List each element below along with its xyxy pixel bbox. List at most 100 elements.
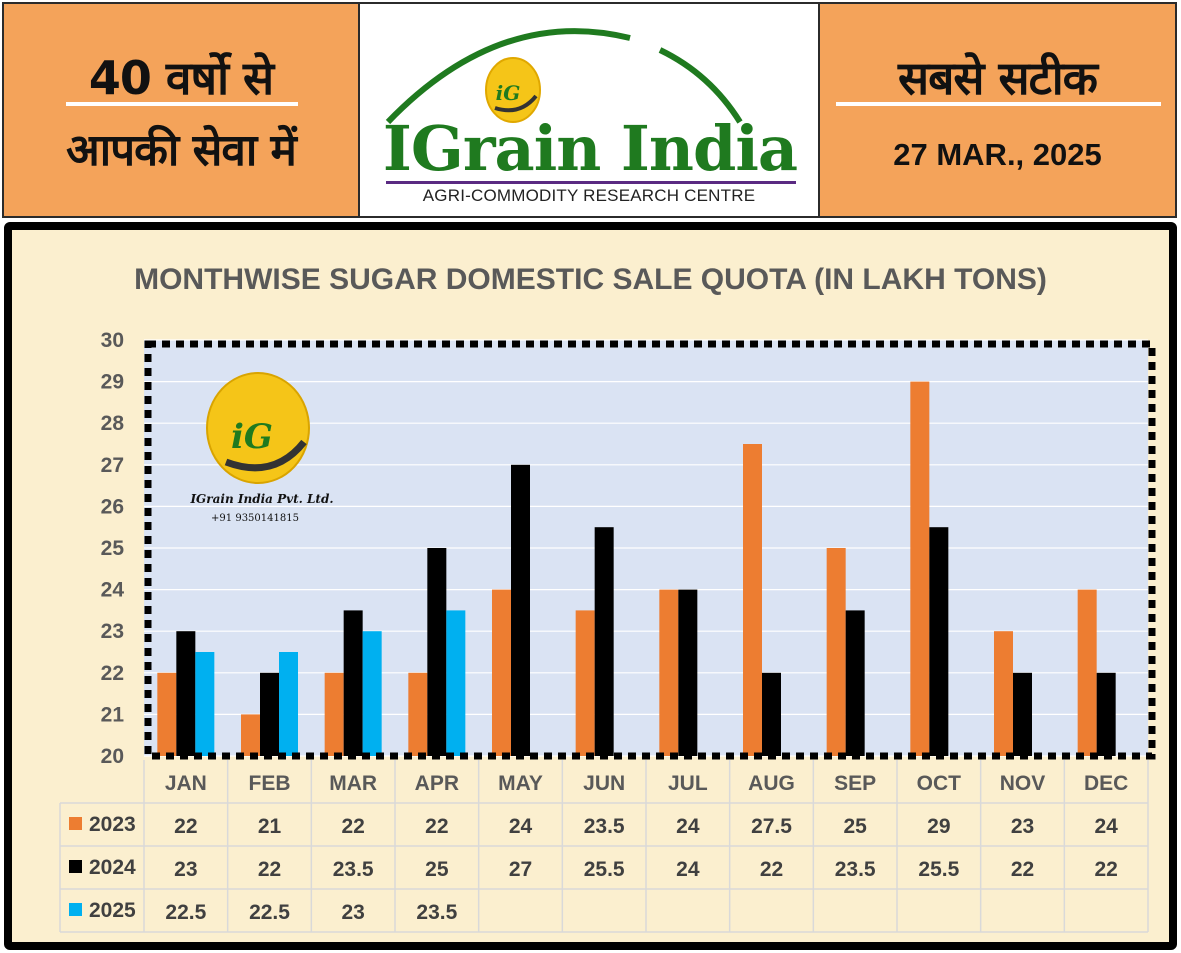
bar-2023-jul <box>659 589 679 756</box>
data-label: 22 <box>425 815 448 838</box>
data-label: 23.5 <box>333 858 374 881</box>
data-label: 22 <box>258 858 281 881</box>
bar-2023-nov <box>994 631 1013 756</box>
data-label: 25 <box>425 858 449 881</box>
x-tick-label: OCT <box>917 772 962 795</box>
logo-badge-text: iG <box>496 81 521 105</box>
data-label: 23.5 <box>416 901 457 924</box>
bar-2024-may <box>511 464 530 756</box>
brand-arc-icon: iG <box>385 28 743 125</box>
brand-name: IGrain India <box>382 112 798 185</box>
x-tick-label: AUG <box>748 772 795 795</box>
bar-2023-feb <box>241 714 260 756</box>
bar-2024-apr <box>427 548 447 756</box>
bar-2024-nov <box>1013 672 1032 756</box>
data-label: 22 <box>1011 858 1034 881</box>
x-tick-label: MAY <box>498 772 543 795</box>
bar-2024-jul <box>678 589 698 756</box>
legend-swatch-2025 <box>69 903 82 916</box>
data-label: 24 <box>509 815 533 838</box>
x-tick-label: DEC <box>1084 772 1128 795</box>
legend-swatch-2024 <box>69 860 82 873</box>
bar-2024-jan <box>176 631 196 756</box>
data-label: 25.5 <box>584 858 625 881</box>
x-tick-label: MAR <box>329 772 377 795</box>
x-tick-label: JAN <box>165 772 207 795</box>
y-tick-label: 27 <box>101 454 124 477</box>
data-label: 25 <box>843 815 867 838</box>
brand-underline <box>386 181 796 184</box>
bar-2025-mar <box>362 631 382 756</box>
divider <box>66 102 298 106</box>
chart-title: MONTHWISE SUGAR DOMESTIC SALE QUOTA (IN … <box>134 263 1047 296</box>
y-tick-label: 24 <box>101 579 125 602</box>
data-label: 27 <box>509 858 532 881</box>
watermark-badge-text: iG <box>231 417 273 457</box>
x-tick-label: NOV <box>1000 772 1046 795</box>
bar-2023-may <box>492 589 511 756</box>
watermark-logo-icon <box>206 372 310 484</box>
y-tick-label: 22 <box>101 662 124 685</box>
bar-2024-mar <box>343 610 363 756</box>
y-tick-label: 30 <box>101 329 124 352</box>
data-label: 24 <box>676 858 700 881</box>
bar-2023-dec <box>1077 589 1097 756</box>
data-label: 22.5 <box>165 901 206 924</box>
x-tick-label: SEP <box>834 772 876 795</box>
bar-2023-sep <box>826 548 846 756</box>
bar-2025-apr <box>446 610 466 756</box>
bar-2025-feb <box>279 652 298 756</box>
data-label: 22 <box>760 858 783 881</box>
x-tick-label: JUN <box>583 772 625 795</box>
data-label: 24 <box>676 815 700 838</box>
tagline-years: 40 वर्षो से <box>88 51 274 105</box>
x-tick-label: FEB <box>249 772 291 795</box>
data-label: 22 <box>1094 858 1117 881</box>
watermark-company: IGrain India Pvt. Ltd. <box>189 492 333 506</box>
watermark-phone: +91 9350141815 <box>211 513 299 524</box>
data-label: 23 <box>341 901 364 924</box>
bar-2024-dec <box>1096 672 1116 756</box>
data-label: 29 <box>927 815 950 838</box>
plot-dashed-border <box>144 340 1156 760</box>
report-date: 27 MAR., 2025 <box>893 137 1102 172</box>
header-left-banner: 40 वर्षो से आपकी सेवा में <box>2 2 360 218</box>
y-tick-label: 23 <box>101 620 124 643</box>
chart-panel: MONTHWISE SUGAR DOMESTIC SALE QUOTA (IN … <box>4 222 1177 950</box>
y-tick-label: 29 <box>101 371 124 394</box>
bar-2023-mar <box>324 672 344 756</box>
bar-2024-sep <box>845 610 865 756</box>
bar-2023-jun <box>575 610 595 756</box>
y-tick-label: 20 <box>101 745 124 768</box>
bar-chart: 20 21 22 23 24 25 26 27 28 29 30 JAN FEB MAR APR MAY JUN… <box>59 329 1156 933</box>
legend-label-2025: 2025 <box>89 899 136 922</box>
data-label: 23.5 <box>835 858 876 881</box>
tagline-accurate: सबसे सटीक <box>898 51 1098 105</box>
y-tick-label: 28 <box>101 412 125 435</box>
data-label: 23 <box>174 858 197 881</box>
y-tick-label: 26 <box>101 495 124 518</box>
watermark-swoosh-icon <box>224 439 307 472</box>
header-right-banner: सबसे सटीक 27 MAR., 2025 <box>818 2 1177 218</box>
tagline-service: आपकी सेवा में <box>66 125 297 176</box>
bar-2025-jan <box>195 652 215 756</box>
bar-2023-jan <box>157 672 177 756</box>
bar-2023-oct <box>910 381 930 756</box>
data-label: 27.5 <box>751 815 792 838</box>
data-label: 22 <box>174 815 197 838</box>
bar-2024-oct <box>929 527 949 756</box>
bar-2024-jun <box>594 527 614 756</box>
divider <box>836 102 1161 106</box>
brand-subtitle: AGRI-COMMODITY RESEARCH CENTRE <box>422 186 756 205</box>
x-tick-label: JUL <box>668 772 708 795</box>
data-label: 24 <box>1094 815 1118 838</box>
legend-swatch-2023 <box>69 817 82 830</box>
brand-logo-area: iG IGrain India AGRI-COMMODITY RESEARCH … <box>360 2 818 218</box>
data-label: 25.5 <box>918 858 959 881</box>
bar-2024-feb <box>260 672 279 756</box>
bar-2023-apr <box>408 672 428 756</box>
y-tick-label: 21 <box>101 703 125 726</box>
data-label: 22.5 <box>249 901 290 924</box>
data-label: 23.5 <box>584 815 625 838</box>
bar-2024-aug <box>762 672 781 756</box>
